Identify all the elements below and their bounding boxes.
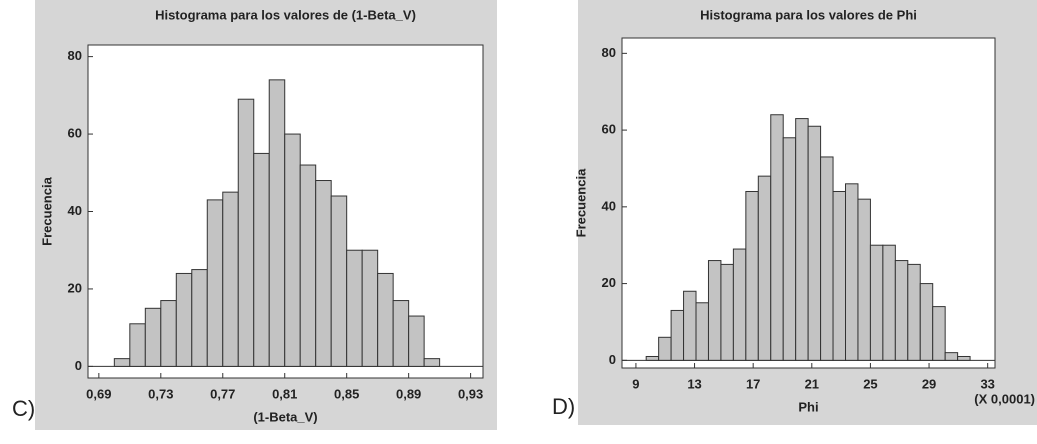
bar (845, 183, 859, 361)
bar (795, 118, 809, 361)
x-tick-label: 17 (746, 376, 760, 391)
bar (237, 98, 255, 367)
bar (932, 306, 946, 361)
bar (377, 272, 394, 367)
bar (361, 249, 379, 367)
bar (732, 248, 747, 361)
bar (670, 309, 685, 361)
bar (315, 180, 332, 367)
y-tick-label: 80 (602, 45, 616, 60)
panel-label: C) (12, 396, 35, 421)
bar (894, 260, 909, 361)
bar (222, 191, 239, 367)
x-tick-label: 0,89 (396, 386, 421, 401)
bar (160, 300, 177, 367)
x-tick-label: 25 (863, 376, 877, 391)
bar (658, 336, 672, 361)
y-tick-label: 60 (602, 122, 616, 137)
bar (720, 263, 734, 361)
bar (645, 355, 660, 361)
bar (857, 198, 871, 361)
y-tick-label: 40 (602, 198, 616, 213)
y-tick-label: 20 (602, 275, 616, 290)
bar (695, 302, 709, 361)
y-tick-label: 0 (75, 358, 82, 373)
bar (882, 244, 896, 361)
bar (408, 315, 425, 367)
bar (113, 358, 131, 367)
x-axis-label: Phi (798, 399, 818, 414)
x-tick-label: 9 (632, 376, 639, 391)
y-axis-label: Frecuencia (39, 176, 54, 245)
bar (129, 323, 146, 367)
bar (957, 355, 971, 361)
bar (144, 307, 162, 367)
bar (770, 114, 784, 361)
bar (944, 352, 959, 361)
x-tick-label: 0,69 (86, 386, 111, 401)
bar (907, 263, 921, 361)
x-tick-label: 0,73 (148, 386, 173, 401)
x-tick-label: 0,85 (334, 386, 359, 401)
x-tick-label: 0,77 (210, 386, 235, 401)
bar (191, 269, 208, 367)
bar (299, 164, 317, 367)
bar (175, 272, 193, 367)
bar (832, 190, 847, 361)
x-tick-label: 29 (922, 376, 936, 391)
bar (423, 358, 441, 367)
y-tick-label: 80 (68, 48, 82, 63)
bar (284, 133, 301, 367)
bar (392, 300, 410, 367)
y-tick-label: 20 (68, 280, 82, 295)
y-tick-label: 40 (68, 203, 82, 218)
y-tick-label: 0 (609, 352, 616, 367)
bar (919, 283, 934, 361)
bar (707, 260, 722, 361)
panel-label: D) (552, 394, 575, 419)
x-tick-label: 33 (980, 376, 994, 391)
x-axis-label: (1-Beta_V) (253, 409, 317, 424)
bar (869, 244, 884, 361)
y-axis-label: Frecuencia (573, 168, 588, 237)
bar (206, 199, 224, 367)
x-tick-label: 21 (805, 376, 819, 391)
bar (807, 125, 822, 361)
bar (346, 249, 363, 367)
chart-title: Histograma para los valores de Phi (700, 7, 917, 22)
bar (782, 137, 797, 361)
bar (683, 290, 697, 361)
bar (757, 175, 772, 361)
chart-title: Histograma para los valores de (1-Beta_V… (155, 7, 416, 22)
x-tick-label: 13 (687, 376, 701, 391)
x-tick-label: 0,81 (272, 386, 297, 401)
bar (253, 152, 270, 367)
x-multiplier: (X 0,0001) (974, 391, 1035, 406)
bar (820, 156, 834, 361)
bar (268, 79, 286, 367)
bar (330, 195, 348, 367)
y-tick-label: 60 (68, 125, 82, 140)
bar (745, 190, 759, 361)
x-tick-label: 0,93 (458, 386, 483, 401)
